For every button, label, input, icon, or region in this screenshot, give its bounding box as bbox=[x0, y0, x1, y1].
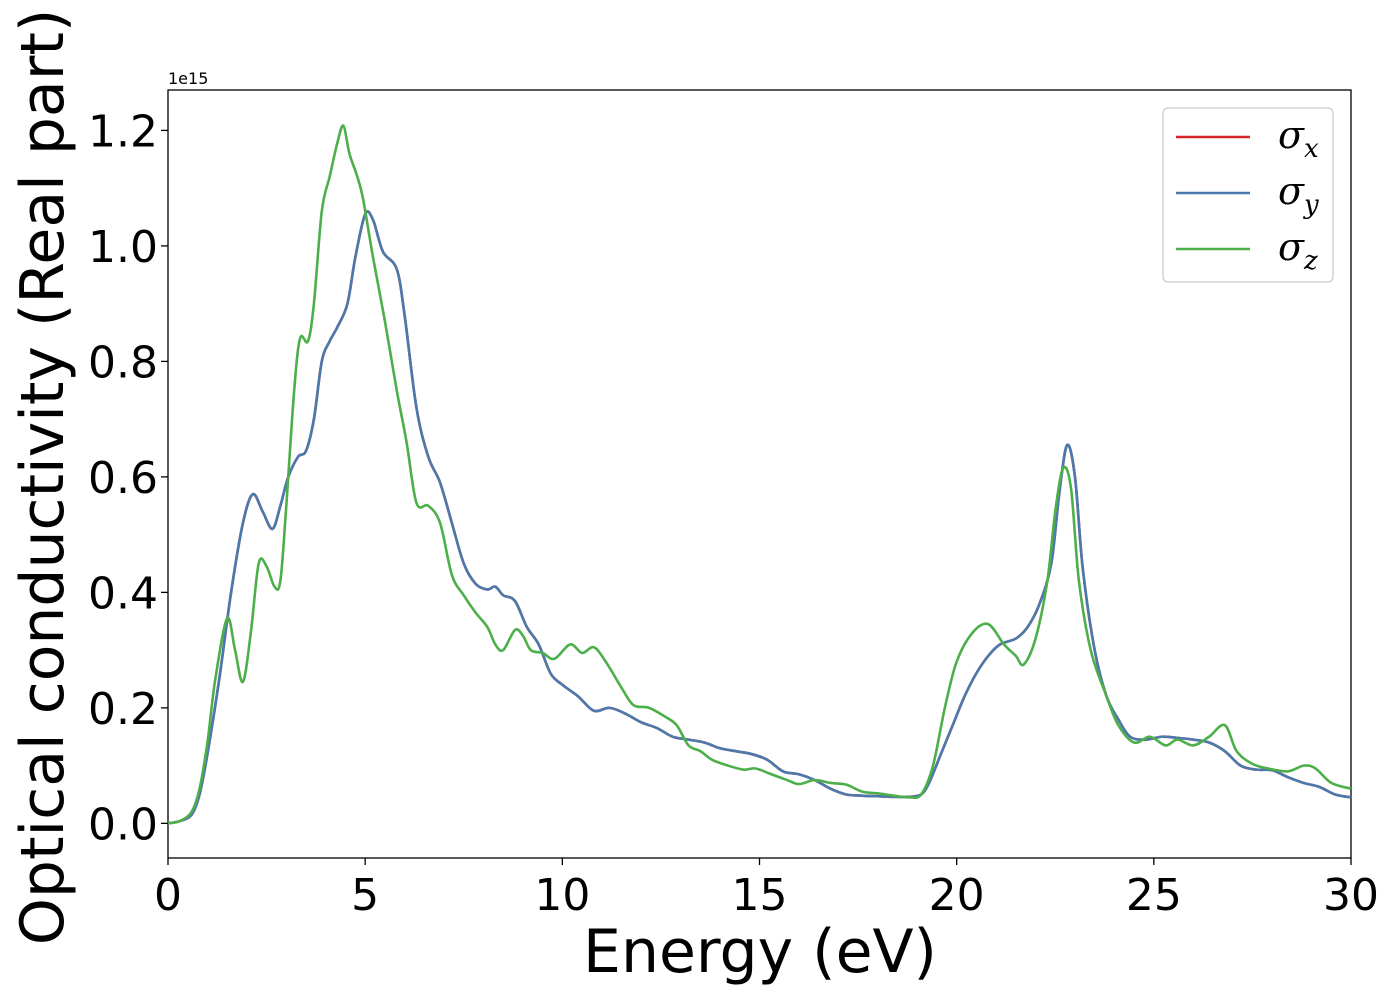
legend-symbol: σ bbox=[1278, 225, 1305, 269]
y-offset-label: 1e15 bbox=[168, 69, 208, 88]
series-line-z bbox=[167, 124, 1352, 825]
plot-area bbox=[167, 89, 1352, 859]
x-tick-label: 10 bbox=[534, 870, 590, 921]
y-axis-title: Optical conductivity (Real part) bbox=[8, 9, 78, 946]
x-tick-label: 5 bbox=[351, 870, 379, 921]
x-tick-label: 15 bbox=[732, 870, 788, 921]
x-tick-label: 25 bbox=[1126, 870, 1182, 921]
legend-label-z: σz bbox=[1278, 225, 1318, 276]
legend-subscript: y bbox=[1303, 190, 1319, 220]
y-tick-label: 1.0 bbox=[88, 222, 158, 273]
x-tick-label: 30 bbox=[1323, 870, 1379, 921]
y-tick-label: 0.8 bbox=[88, 337, 158, 388]
legend-symbol: σ bbox=[1278, 113, 1305, 157]
y-tick-label: 0.4 bbox=[88, 568, 158, 619]
y-axis: 0.0 0.2 0.4 0.6 0.8 1.0 1.2 bbox=[88, 106, 168, 850]
legend-label-x: σx bbox=[1278, 113, 1319, 164]
legend-frame bbox=[1162, 107, 1334, 283]
x-axis-title: Energy (eV) bbox=[583, 917, 937, 987]
y-tick-label: 0.2 bbox=[88, 684, 158, 735]
x-tick-label: 0 bbox=[154, 870, 182, 921]
series-layer bbox=[167, 124, 1352, 825]
x-axis: 0 5 10 15 20 25 30 bbox=[154, 858, 1379, 921]
legend-symbol: σ bbox=[1278, 169, 1305, 213]
y-tick-label: 0.6 bbox=[88, 453, 158, 504]
legend-subscript: x bbox=[1304, 134, 1319, 164]
y-tick-label: 1.2 bbox=[88, 106, 158, 157]
y-tick-label: 0.0 bbox=[88, 799, 158, 850]
legend-subscript: z bbox=[1303, 246, 1318, 276]
legend-label-y: σy bbox=[1278, 169, 1319, 220]
x-tick-label: 20 bbox=[929, 870, 985, 921]
